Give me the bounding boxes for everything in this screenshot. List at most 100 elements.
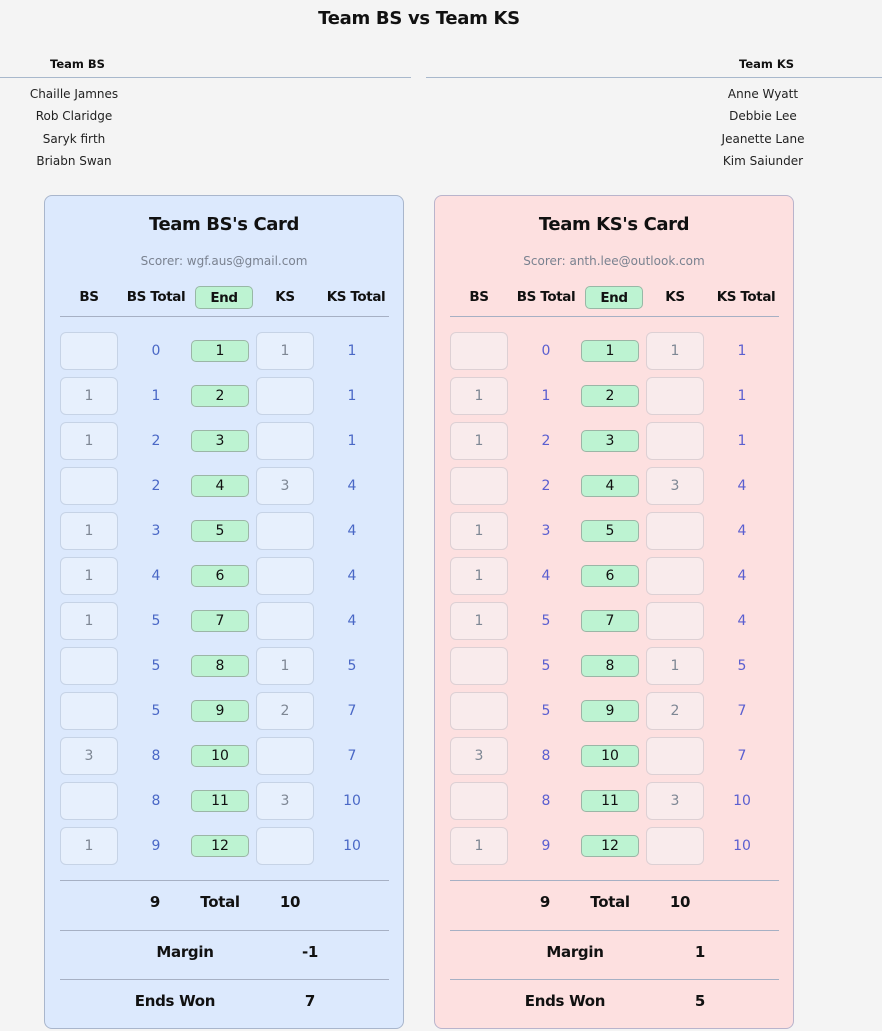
- bs-score-input[interactable]: [450, 647, 508, 685]
- bs-score-input[interactable]: 1: [450, 512, 508, 550]
- bs-score-input[interactable]: 1: [60, 422, 118, 460]
- ks-score-input[interactable]: [256, 557, 314, 595]
- ks-running-total: 4: [737, 478, 747, 494]
- ks-score-input[interactable]: [256, 602, 314, 640]
- bs-score-input[interactable]: [450, 692, 508, 730]
- ks-score-input[interactable]: 2: [256, 692, 314, 730]
- bs-score-input[interactable]: 1: [60, 602, 118, 640]
- end-number: 12: [191, 835, 249, 857]
- bs-score-input[interactable]: 1: [450, 422, 508, 460]
- score-row: 3 8 10 7: [60, 737, 389, 782]
- ks-score-input[interactable]: 1: [646, 332, 704, 370]
- bs-running-total: 2: [541, 433, 551, 449]
- col-header-ks-total: KS Total: [326, 289, 386, 305]
- ks-score-input[interactable]: 3: [256, 467, 314, 505]
- col-header-ks-total: KS Total: [716, 289, 776, 305]
- end-number: 5: [191, 520, 249, 542]
- ks-score-input[interactable]: [256, 827, 314, 865]
- margin-value: -1: [301, 943, 319, 961]
- ks-running-total: 4: [737, 523, 747, 539]
- bs-score-input[interactable]: 1: [60, 827, 118, 865]
- col-header-bs-total: BS Total: [126, 289, 186, 305]
- bs-score-input[interactable]: [60, 467, 118, 505]
- bs-running-total: 8: [541, 748, 551, 764]
- score-row: 5 8 1 5: [450, 647, 779, 692]
- end-number: 9: [191, 700, 249, 722]
- ks-score-input[interactable]: 1: [646, 647, 704, 685]
- bs-score-input[interactable]: [60, 332, 118, 370]
- bs-score-input[interactable]: 3: [60, 737, 118, 775]
- ks-running-total: 1: [737, 343, 747, 359]
- bs-score-input[interactable]: [60, 782, 118, 820]
- end-number: 6: [191, 565, 249, 587]
- bs-score-input[interactable]: 1: [60, 377, 118, 415]
- ks-score-input[interactable]: 1: [256, 647, 314, 685]
- ks-score-input[interactable]: 2: [646, 692, 704, 730]
- ks-score-input[interactable]: [646, 422, 704, 460]
- ks-score-input[interactable]: 3: [646, 782, 704, 820]
- ks-score-input[interactable]: 3: [256, 782, 314, 820]
- bs-score-input[interactable]: 1: [60, 512, 118, 550]
- score-table-header: BS BS Total End KS KS Total: [60, 286, 389, 317]
- bs-running-total: 9: [541, 838, 551, 854]
- total-label: Total: [590, 893, 630, 911]
- end-number: 10: [581, 745, 639, 767]
- ks-running-total: 1: [347, 433, 357, 449]
- bs-score-input[interactable]: [450, 467, 508, 505]
- bs-running-total: 5: [151, 613, 161, 629]
- ks-score-input[interactable]: 1: [256, 332, 314, 370]
- bs-score-input[interactable]: 1: [450, 377, 508, 415]
- end-number: 12: [581, 835, 639, 857]
- score-table-header: BS BS Total End KS KS Total: [450, 286, 779, 317]
- end-number: 2: [191, 385, 249, 407]
- ks-score-input[interactable]: [256, 737, 314, 775]
- ks-running-total: 1: [347, 343, 357, 359]
- ks-score-input[interactable]: [646, 737, 704, 775]
- player-name: Rob Claridge: [35, 109, 113, 124]
- bs-score-input[interactable]: [60, 647, 118, 685]
- team-ks-player-list: Anne Wyatt Debbie Lee Jeanette Lane Kim …: [426, 87, 882, 176]
- bs-score-input[interactable]: 1: [450, 827, 508, 865]
- col-header-ks: KS: [275, 289, 295, 305]
- end-number: 4: [191, 475, 249, 497]
- score-row: 1 9 12 10: [60, 827, 389, 872]
- bs-running-total: 2: [151, 433, 161, 449]
- margin-value: 1: [694, 943, 706, 961]
- ks-running-total: 7: [347, 748, 357, 764]
- ks-score-input[interactable]: [646, 377, 704, 415]
- ks-score-input[interactable]: [256, 422, 314, 460]
- ks-running-total: 1: [347, 388, 357, 404]
- ks-score-input[interactable]: 3: [646, 467, 704, 505]
- ks-running-total: 4: [347, 478, 357, 494]
- bs-running-total: 5: [541, 613, 551, 629]
- ks-score-input[interactable]: [646, 602, 704, 640]
- end-number: 3: [191, 430, 249, 452]
- bs-score-input[interactable]: 1: [450, 557, 508, 595]
- ks-score-input[interactable]: [646, 827, 704, 865]
- ks-score-input[interactable]: [646, 557, 704, 595]
- bs-score-input[interactable]: [450, 782, 508, 820]
- bs-score-input[interactable]: 3: [450, 737, 508, 775]
- ks-score-input[interactable]: [646, 512, 704, 550]
- team-ks-scorecard: Team KS's Card Scorer: anth.lee@outlook.…: [434, 195, 794, 1029]
- col-header-bs-total: BS Total: [516, 289, 576, 305]
- ks-running-total: 4: [737, 613, 747, 629]
- player-name: Jeanette Lane: [721, 131, 805, 146]
- end-number: 8: [191, 655, 249, 677]
- bs-running-total: 8: [151, 793, 161, 809]
- bs-score-input[interactable]: [450, 332, 508, 370]
- score-row: 1 9 12 10: [450, 827, 779, 872]
- score-row: 1 3 5 4: [450, 512, 779, 557]
- score-row: 1 5 7 4: [450, 602, 779, 647]
- team-bs-roster: Team BS Chaille Jamnes Rob Claridge Sary…: [0, 56, 411, 176]
- ks-running-total: 4: [347, 523, 357, 539]
- ks-running-total: 10: [733, 793, 751, 809]
- end-number: 4: [581, 475, 639, 497]
- bs-score-input[interactable]: [60, 692, 118, 730]
- ks-score-input[interactable]: [256, 512, 314, 550]
- bs-score-input[interactable]: 1: [450, 602, 508, 640]
- bs-score-input[interactable]: 1: [60, 557, 118, 595]
- bs-running-total: 5: [541, 703, 551, 719]
- bs-running-total: 9: [151, 838, 161, 854]
- ks-score-input[interactable]: [256, 377, 314, 415]
